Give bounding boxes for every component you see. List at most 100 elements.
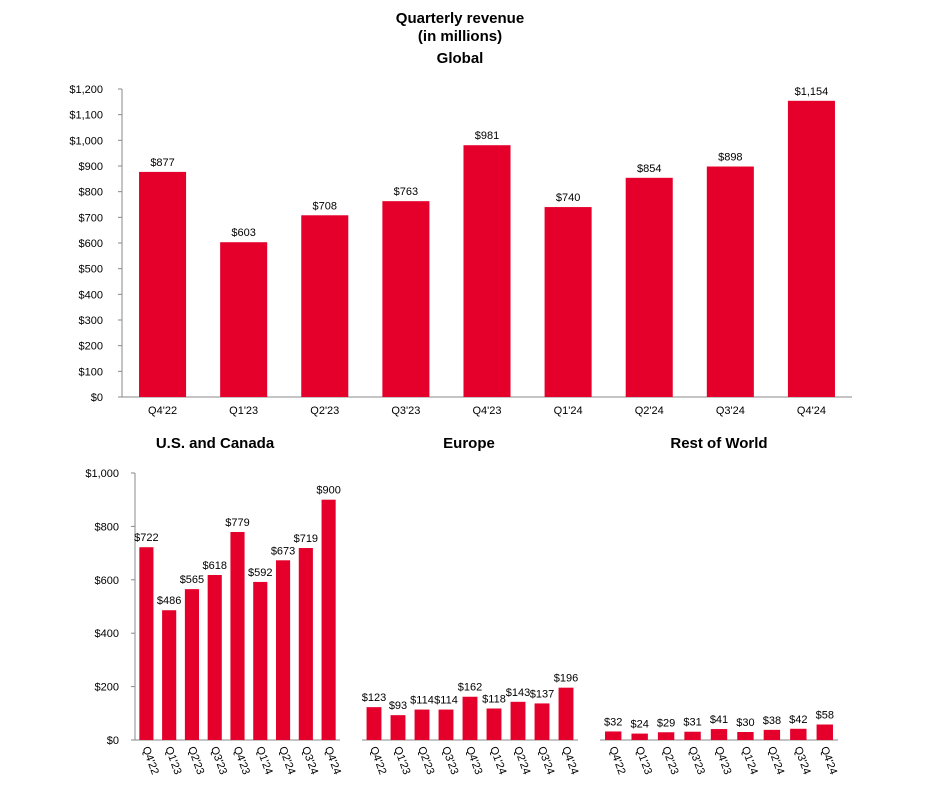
global-y-tick-label: $100 [79, 366, 103, 378]
rest-of-world-data-label: $31 [683, 717, 701, 729]
rest-of-world-bar [684, 731, 701, 740]
global-y-tick-label: $1,100 [69, 110, 103, 122]
us-canada-data-label: $900 [316, 485, 340, 497]
europe-bar [390, 715, 406, 740]
us-canada-x-tick-label: Q3'24 [299, 745, 320, 776]
rest-of-world-x-tick-label: Q4'24 [818, 745, 839, 776]
global-x-tick-label: Q1'24 [554, 405, 583, 417]
global-data-label: $708 [313, 200, 337, 212]
europe-bar [414, 709, 430, 740]
global-bar [139, 171, 187, 397]
global-data-label: $898 [718, 152, 742, 164]
europe-bar [558, 687, 574, 740]
us-canada-y-tick-label: $0 [107, 735, 119, 747]
global-data-label: $877 [150, 157, 174, 169]
global-x-tick-label: Q2'24 [635, 405, 664, 417]
us-canada-y-tick-label: $200 [95, 682, 119, 694]
rest-of-world-data-label: $58 [816, 710, 834, 722]
europe-bar [534, 703, 550, 740]
global-x-tick-label: Q3'23 [391, 405, 420, 417]
global-data-label: $740 [556, 192, 580, 204]
rest-of-world-x-tick-label: Q1'24 [739, 745, 760, 776]
rest-of-world-bar [657, 732, 675, 740]
us-canada-data-label: $779 [225, 517, 249, 529]
global-y-tick-label: $900 [79, 161, 103, 173]
global-bar [220, 242, 268, 397]
us-canada-bar [184, 589, 200, 740]
rest-of-world-x-tick-label: Q4'23 [712, 745, 733, 776]
global-y-tick-label: $400 [79, 289, 103, 301]
main-title-line1: Quarterly revenue [396, 10, 524, 27]
us-canada-data-label: $592 [248, 567, 272, 579]
europe-data-label: $114 [410, 695, 434, 707]
europe-data-label: $118 [482, 693, 506, 705]
rest-of-world-bar [710, 729, 728, 740]
europe-bar [438, 709, 454, 740]
rest-of-world-data-label: $29 [657, 717, 675, 729]
europe-bar [366, 707, 382, 740]
us-canada-bar [275, 560, 291, 740]
us-canada-data-label: $565 [180, 574, 204, 586]
global-x-tick-label: Q4'23 [472, 405, 501, 417]
rest-of-world-x-tick-label: Q3'24 [792, 745, 813, 776]
us-canada-x-tick-label: Q3'23 [208, 745, 229, 776]
europe-x-tick-label: Q3'23 [439, 745, 460, 776]
europe-x-tick-label: Q2'24 [511, 745, 532, 776]
global-y-tick-label: $300 [79, 315, 103, 327]
rest-of-world-chart-title: Rest of World [670, 435, 767, 452]
global-bar [463, 145, 511, 397]
global-y-tick-label: $800 [79, 187, 103, 199]
global-y-tick-label: $1,200 [69, 84, 103, 96]
us-canada-x-tick-label: Q1'23 [162, 745, 183, 776]
us-canada-bar [321, 499, 336, 740]
global-x-tick-label: Q1'23 [229, 405, 258, 417]
global-data-label: $981 [475, 130, 499, 142]
global-data-label: $1,154 [795, 86, 829, 98]
rest-of-world-bar [816, 724, 833, 740]
us-canada-x-tick-label: Q4'24 [322, 745, 343, 776]
us-canada-data-label: $673 [271, 545, 295, 557]
rest-of-world-bar [605, 731, 622, 740]
rest-of-world-bar [631, 733, 648, 740]
us-canada-bar [139, 547, 154, 740]
europe-x-tick-label: Q2'23 [415, 745, 436, 776]
global-x-tick-label: Q2'23 [310, 405, 339, 417]
us-canada-data-label: $722 [134, 532, 158, 544]
us-canada-x-tick-label: Q2'23 [185, 745, 206, 776]
europe-x-tick-label: Q4'22 [367, 745, 388, 776]
global-data-label: $854 [637, 163, 661, 175]
europe-x-tick-label: Q3'24 [535, 745, 556, 776]
rest-of-world-data-label: $42 [789, 714, 807, 726]
europe-x-tick-label: Q1'24 [487, 745, 508, 776]
global-data-label: $763 [394, 186, 418, 198]
global-bar [787, 100, 835, 397]
europe-data-label: $162 [458, 682, 482, 694]
us-canada-bar [298, 548, 313, 740]
us-canada-y-tick-label: $400 [95, 628, 119, 640]
europe-bar [486, 708, 502, 740]
global-y-tick-label: $700 [79, 212, 103, 224]
global-bar [382, 201, 430, 397]
rest-of-world-data-label: $24 [630, 719, 648, 731]
europe-data-label: $143 [506, 687, 530, 699]
global-x-tick-label: Q4'22 [148, 405, 177, 417]
us-canada-x-tick-label: Q4'23 [231, 745, 252, 776]
europe-data-label: $196 [554, 673, 578, 685]
main-title-line2: (in millions) [418, 28, 502, 45]
charts-group: Global $0 $100 $200 $300 $400 $500 $600 $700 $800… [69, 50, 852, 776]
global-y-tick-label: $200 [79, 341, 103, 353]
rest-of-world-data-label: $30 [736, 717, 754, 729]
europe-x-tick-label: Q4'24 [559, 745, 580, 776]
us-canada-data-label: $486 [157, 595, 181, 607]
us-canada-bar [253, 581, 268, 740]
global-x-tick-label: Q4'24 [797, 405, 826, 417]
europe-chart-title: Europe [443, 435, 495, 452]
europe-bar [462, 696, 478, 740]
rest-of-world-bar [790, 728, 807, 740]
europe-bar [510, 701, 526, 740]
rest-of-world-data-label: $38 [763, 715, 781, 727]
global-bar [625, 177, 673, 397]
us-canada-bar [230, 532, 245, 740]
rest-of-world-x-tick-label: Q2'24 [765, 745, 786, 776]
us-canada-data-label: $618 [202, 560, 226, 572]
